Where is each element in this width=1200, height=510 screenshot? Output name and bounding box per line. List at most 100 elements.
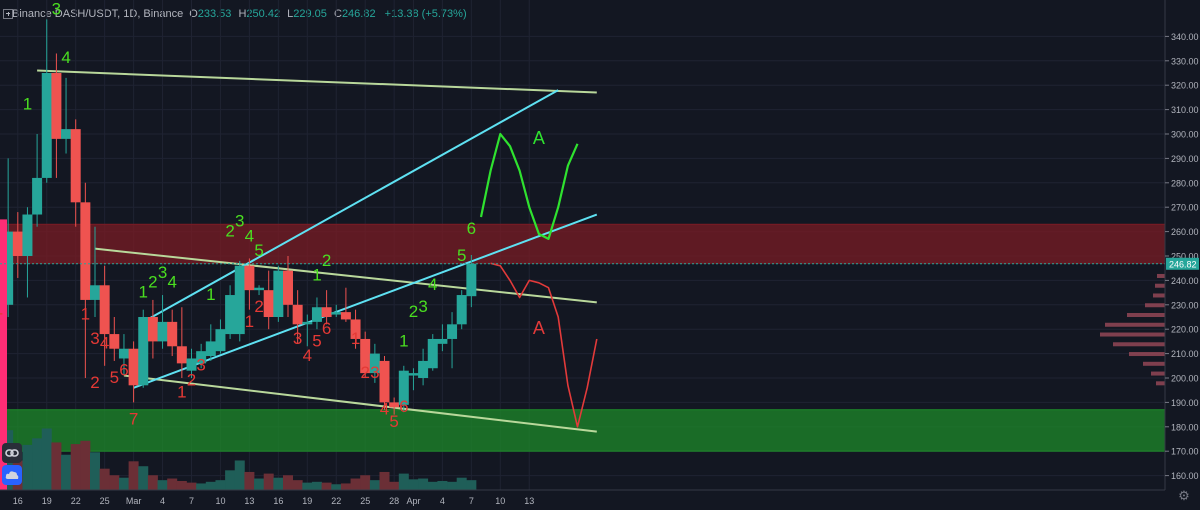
projection-label: A bbox=[533, 128, 545, 148]
td-count-red: 4 bbox=[303, 346, 312, 365]
candle bbox=[292, 290, 303, 344]
candle bbox=[70, 119, 81, 227]
candle bbox=[157, 295, 168, 349]
td-count-green: 1 bbox=[312, 265, 321, 284]
plus-square-icon[interactable] bbox=[3, 9, 13, 19]
candle-body bbox=[176, 346, 187, 364]
trendline bbox=[123, 374, 597, 433]
candle bbox=[99, 265, 110, 366]
volume-bar bbox=[331, 484, 342, 490]
candle bbox=[3, 158, 14, 317]
gear-icon[interactable]: ⚙ bbox=[1178, 488, 1190, 503]
candle-body bbox=[234, 265, 245, 335]
current-price-badge: 246.82 bbox=[1166, 257, 1199, 270]
price-tick-label: 290.00 bbox=[1171, 154, 1199, 164]
candle bbox=[167, 309, 178, 357]
td-count-green: 5 bbox=[457, 246, 466, 265]
volume-profile-bar bbox=[1155, 283, 1165, 288]
cloud-button[interactable] bbox=[2, 465, 22, 485]
candle-body bbox=[398, 370, 409, 405]
candle-body bbox=[321, 307, 332, 317]
td-count-red: 3 bbox=[196, 356, 205, 375]
volume-bar bbox=[418, 478, 429, 490]
price-tick-label: 330.00 bbox=[1171, 56, 1199, 66]
volume-bar bbox=[311, 481, 322, 490]
time-tick-label: 19 bbox=[302, 496, 312, 506]
candle-body bbox=[389, 402, 400, 408]
candle-body bbox=[447, 324, 458, 339]
td-count-red: 2 bbox=[360, 363, 369, 382]
time-tick-label: 25 bbox=[100, 496, 110, 506]
candle-body bbox=[244, 265, 255, 291]
candle bbox=[321, 290, 332, 325]
candle bbox=[273, 265, 284, 322]
volume-bar bbox=[437, 480, 448, 490]
price-tick-label: 160.00 bbox=[1171, 471, 1199, 481]
candle-body bbox=[273, 270, 284, 317]
candle bbox=[389, 397, 400, 415]
candle-body bbox=[350, 319, 361, 339]
td-count-green: 1 bbox=[23, 95, 32, 114]
td-count-red: 4 bbox=[380, 400, 389, 419]
candle bbox=[447, 312, 458, 369]
time-tick-label: 10 bbox=[215, 496, 225, 506]
candle bbox=[109, 317, 120, 361]
candle-body bbox=[379, 360, 390, 403]
price-tick-label: 190.00 bbox=[1171, 398, 1199, 408]
candle-body bbox=[61, 129, 72, 139]
candle bbox=[369, 343, 380, 383]
volume-bar bbox=[234, 460, 245, 490]
open-value: 233.53 bbox=[197, 8, 232, 20]
symbol-title: Binance DASH/USDT, 1D, Binance bbox=[12, 8, 184, 20]
candle-body bbox=[99, 285, 110, 335]
candle-body bbox=[80, 202, 91, 300]
candle-body bbox=[118, 348, 129, 359]
td-count-red: 7 bbox=[129, 409, 138, 428]
candle bbox=[408, 368, 419, 391]
candle-body bbox=[331, 312, 342, 315]
link-button[interactable] bbox=[2, 443, 22, 463]
volume-bar bbox=[466, 480, 477, 490]
volume-bar bbox=[22, 444, 33, 490]
candle bbox=[12, 212, 23, 278]
time-tick-label: 16 bbox=[273, 496, 283, 506]
volume-bar bbox=[292, 480, 303, 490]
td-count-red: 1 bbox=[81, 304, 90, 323]
time-tick-label: 22 bbox=[331, 496, 341, 506]
volume-bar bbox=[360, 475, 371, 490]
candle-body bbox=[205, 341, 216, 357]
td-count-red: 6 bbox=[399, 397, 408, 416]
candle-body bbox=[22, 214, 33, 256]
time-tick-label: 19 bbox=[42, 496, 52, 506]
volume-profile-bar bbox=[1129, 352, 1165, 357]
volume-bar bbox=[157, 480, 168, 490]
volume-profile-bar bbox=[1143, 361, 1165, 366]
time-tick-label: 4 bbox=[160, 496, 165, 506]
volume-bar bbox=[99, 468, 110, 490]
volume-bar bbox=[302, 482, 313, 490]
candle-body bbox=[41, 73, 52, 178]
volume-profile-bar bbox=[1153, 293, 1165, 298]
candle bbox=[90, 226, 100, 317]
candle bbox=[254, 285, 265, 296]
candle-body bbox=[109, 334, 120, 349]
td-count-green: 3 bbox=[418, 297, 427, 316]
candle bbox=[379, 356, 390, 410]
candle bbox=[311, 297, 322, 330]
close-value: 246.82 bbox=[341, 8, 376, 20]
high-value: 250.42 bbox=[246, 8, 281, 20]
projection-label: A bbox=[533, 318, 545, 338]
td-count-red: 2 bbox=[254, 297, 263, 316]
candle-body bbox=[408, 373, 419, 376]
td-count-green: 2 bbox=[148, 273, 157, 292]
open-label: O bbox=[189, 8, 198, 20]
candle bbox=[205, 324, 216, 361]
volume-bar bbox=[109, 475, 120, 490]
td-count-red: 5 bbox=[389, 412, 398, 431]
trendline bbox=[37, 69, 597, 94]
volume-bar bbox=[456, 477, 467, 490]
candle-body bbox=[254, 287, 265, 291]
time-tick-label: 25 bbox=[360, 496, 370, 506]
candle-body bbox=[456, 295, 467, 325]
